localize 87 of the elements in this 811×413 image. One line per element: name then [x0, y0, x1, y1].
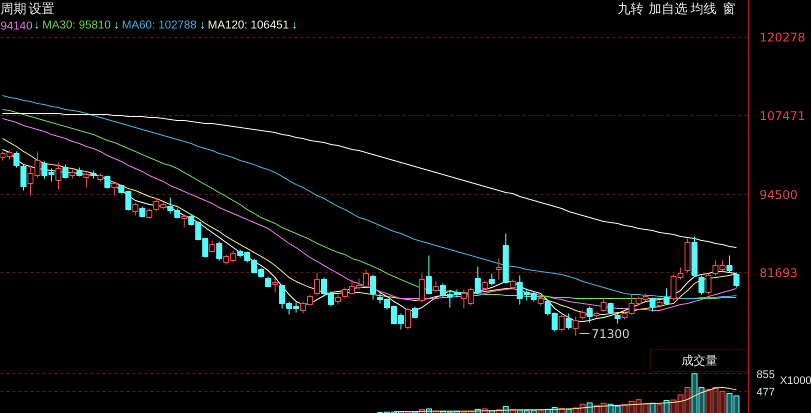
bar — [733, 395, 740, 413]
candlestick — [488, 272, 495, 286]
candlestick — [698, 275, 705, 296]
text: 成交量 — [682, 354, 718, 368]
bar — [684, 387, 691, 413]
candlestick — [272, 278, 278, 294]
candlestick — [83, 170, 90, 188]
bar — [524, 410, 530, 413]
candlestick — [705, 272, 712, 296]
candlestick — [104, 175, 110, 189]
candlestick — [600, 298, 607, 312]
annotation: ↓ — [200, 20, 206, 32]
candlestick — [496, 258, 502, 280]
bar — [678, 394, 684, 413]
y-tick-label: 107471 — [760, 108, 806, 123]
candlestick — [265, 276, 272, 288]
line-series — [393, 387, 737, 412]
candlestick — [664, 288, 670, 306]
candlestick — [572, 316, 579, 336]
candlestick — [314, 272, 320, 296]
annotation: 94140 — [0, 20, 32, 32]
candlestick — [510, 279, 516, 290]
candlestick — [650, 297, 656, 312]
bar — [719, 390, 726, 413]
candlestick — [566, 313, 572, 330]
candlestick — [608, 302, 614, 314]
annotation: ↓ — [114, 20, 120, 32]
bar — [698, 387, 705, 413]
annotation: 九转 — [618, 2, 644, 17]
y-tick-label: 855 — [756, 368, 775, 381]
candlestick — [335, 294, 342, 306]
bar — [705, 388, 712, 413]
bar — [664, 400, 670, 413]
annotation: 设置 — [28, 2, 54, 17]
candlestick — [558, 314, 565, 332]
annotation: 加自选 — [648, 2, 688, 17]
annotation: ↓ — [34, 20, 40, 32]
candlestick — [412, 306, 418, 319]
candlestick — [426, 255, 432, 296]
candlestick — [418, 272, 425, 304]
candlestick — [474, 266, 481, 296]
bar — [586, 402, 593, 413]
bar — [642, 404, 649, 413]
candlestick — [132, 202, 138, 216]
y-axis-title: X1000 — [780, 375, 811, 387]
candlestick — [538, 296, 544, 306]
y-tick-label: 81693 — [760, 266, 798, 280]
bar — [636, 399, 642, 413]
y-tick-label: 477 — [756, 386, 775, 398]
candlestick — [580, 310, 586, 320]
bar — [656, 404, 663, 413]
bar — [712, 387, 718, 413]
candlestick — [62, 164, 68, 179]
candlestick — [146, 208, 152, 219]
candlestick — [404, 307, 411, 330]
candlestick — [586, 306, 593, 324]
bar — [628, 400, 635, 413]
annotation: MA30: 95810 — [42, 20, 111, 32]
candlestick — [733, 272, 740, 288]
annotation: 周期 — [0, 2, 26, 17]
candlestick — [13, 150, 20, 168]
candlestick — [482, 280, 488, 292]
annotation: ↓ — [292, 20, 298, 32]
candlestick — [726, 255, 732, 274]
candlestick — [216, 240, 222, 262]
candlestick — [181, 214, 188, 228]
candlestick — [614, 313, 621, 324]
annotation: 71300 — [592, 327, 630, 341]
y-tick-label: 120278 — [760, 30, 806, 45]
bar — [670, 400, 677, 413]
candlestick — [111, 182, 118, 196]
bar — [691, 373, 698, 413]
bar — [726, 393, 732, 413]
annotation: 均线 — [690, 2, 716, 17]
y-tick-label: 94500 — [760, 188, 798, 202]
candlestick — [55, 162, 62, 190]
candlestick — [209, 240, 216, 254]
annotation: 窗 — [722, 1, 736, 17]
annotation: MA120: 106451 — [208, 20, 290, 32]
candlestick — [432, 280, 439, 294]
bar — [538, 410, 544, 413]
candlestick — [370, 274, 376, 300]
annotation: MA60: 102788 — [122, 20, 197, 32]
bar — [614, 406, 621, 413]
candlestick — [20, 164, 26, 192]
line-series — [2, 112, 737, 248]
candlestick — [139, 206, 146, 218]
